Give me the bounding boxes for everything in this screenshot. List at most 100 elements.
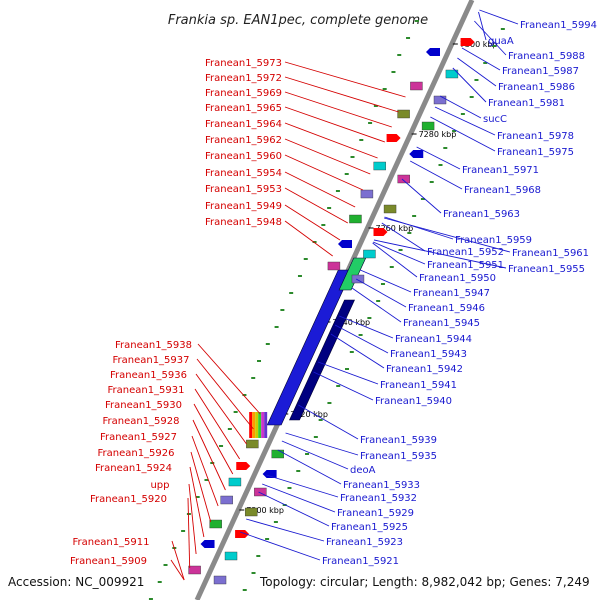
feature-dot	[305, 453, 310, 455]
gene-block-reverse	[266, 269, 353, 426]
gene-box	[188, 565, 201, 575]
gene-label-right: Franean1_5978	[497, 131, 574, 142]
tick-label: 7280 kbp	[419, 130, 457, 139]
genome-title: Frankia sp. EAN1pec, complete genome	[168, 13, 428, 28]
leader-line-right	[330, 333, 385, 369]
gene-label-right: Franean1_5963	[443, 209, 520, 220]
gene-label-left: Franean1_5953	[205, 184, 282, 195]
feature-dot	[303, 258, 308, 260]
leader-line-right	[457, 57, 497, 87]
feature-dot	[412, 215, 417, 217]
leader-line-right	[372, 241, 426, 265]
gene-arrow	[426, 48, 441, 56]
tick-label: 7260 kbp	[376, 224, 414, 233]
gene-box	[373, 161, 386, 171]
gene-arrow	[409, 150, 424, 158]
tick-label: 7200 kbp	[246, 506, 284, 515]
gene-box	[327, 261, 341, 271]
leader-line-right	[430, 116, 496, 152]
gene-label-right: guaA	[488, 36, 514, 47]
feature-dot	[257, 360, 262, 362]
feature-dot	[373, 105, 378, 107]
feature-dot	[345, 368, 350, 370]
leader-line-right	[479, 9, 519, 25]
tick-label: 7220 kbp	[290, 410, 328, 419]
gene-label-right: Franean1_5955	[508, 264, 585, 275]
leader-line-left	[189, 466, 205, 538]
feature-dot	[265, 343, 270, 345]
feature-dot	[414, 20, 419, 22]
gene-label-left: Franean1_5924	[95, 463, 172, 474]
gene-box	[213, 575, 227, 585]
gene-label-right: Franean1_5981	[488, 98, 565, 109]
gene-arrow	[262, 470, 277, 478]
feature-dot	[349, 351, 354, 353]
leader-line-right	[461, 47, 501, 71]
gene-label-right: Franean1_5950	[419, 273, 496, 284]
gene-label-right: deoA	[350, 465, 376, 476]
gene-label-right: Franean1_5951	[427, 260, 504, 271]
gene-arrow	[235, 530, 250, 538]
leader-line-left	[284, 220, 333, 257]
gene-label-left: Franean1_5960	[205, 151, 282, 162]
feature-dot	[157, 581, 162, 583]
feature-dot	[376, 300, 381, 302]
leader-line-right	[409, 160, 463, 190]
gene-stripe	[261, 412, 265, 438]
leader-line-right	[298, 404, 359, 440]
feature-dot	[251, 572, 256, 574]
leader-line-right	[317, 361, 379, 385]
feature-dot	[163, 564, 168, 566]
feature-dot	[398, 249, 403, 251]
gene-label-left: Franean1_5931	[107, 385, 184, 396]
gene-label-right: Franean1_5975	[497, 147, 574, 158]
gene-box	[349, 214, 362, 224]
feature-dot	[210, 462, 215, 464]
leader-line-right	[313, 371, 374, 401]
leader-line-left	[284, 61, 406, 98]
gene-label-left: Franean1_5954	[205, 168, 282, 179]
leader-line-left	[171, 540, 185, 581]
gene-box	[209, 519, 222, 529]
feature-dot	[274, 326, 279, 328]
feature-dot	[406, 37, 411, 39]
feature-dot	[227, 428, 232, 430]
feature-dot	[469, 96, 474, 98]
gene-box	[410, 81, 423, 91]
leader-line-right	[401, 178, 442, 214]
leader-line-right	[281, 440, 349, 470]
feature-dot	[195, 496, 200, 498]
leader-line-right	[381, 222, 426, 252]
feature-dot	[474, 79, 479, 81]
feature-dot	[389, 266, 394, 268]
feature-dot	[460, 113, 465, 115]
feature-dot	[358, 334, 363, 336]
leader-line-right	[360, 269, 412, 293]
gene-label-right: Franean1_5968	[464, 185, 541, 196]
gene-label-right: Franean1_5952	[427, 247, 504, 258]
gene-label-left: Franean1_5911	[72, 537, 149, 548]
gene-box	[383, 204, 397, 214]
leader-line-right	[266, 474, 339, 498]
gene-label-left: Franean1_5948	[205, 217, 282, 228]
label-layer: Franean1_5973 Franean1_5972 Franean1_5969 F…	[70, 20, 597, 567]
gene-label-right: Franean1_5941	[380, 380, 457, 391]
leader-line-right	[240, 531, 321, 561]
leader-line-left	[193, 403, 234, 475]
leader-line-left	[190, 451, 212, 523]
leader-line-left	[284, 171, 356, 208]
gene-box	[228, 477, 242, 487]
leader-line-left	[284, 76, 399, 113]
gene-label-right: Franean1_5988	[508, 51, 585, 62]
gene-label-right: Franean1_5947	[413, 288, 490, 299]
leader-line-left	[284, 106, 386, 143]
feature-dot	[233, 411, 238, 413]
leader-line-left	[197, 343, 261, 415]
feature-dot	[242, 394, 247, 396]
feature-dot	[289, 292, 294, 294]
gene-label-left: Franean1_5909	[70, 556, 147, 567]
leader-line-right	[277, 449, 342, 485]
leader-line-right	[351, 287, 402, 323]
gene-label-left: Franean1_5930	[105, 400, 182, 411]
feature-dot	[219, 445, 224, 447]
